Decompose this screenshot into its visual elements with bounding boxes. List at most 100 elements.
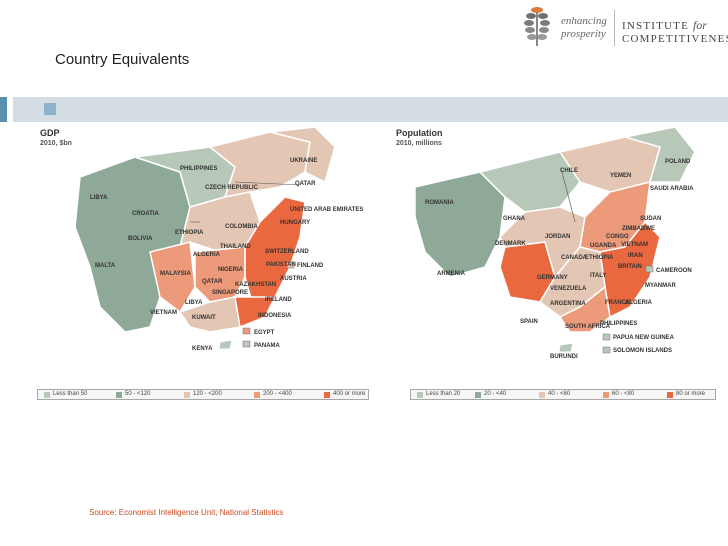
gdp-country-label: SINGAPORE bbox=[212, 290, 248, 296]
gdp-country-label: QATAR bbox=[202, 279, 223, 285]
population-legend-label: 20 - <40 bbox=[484, 391, 507, 397]
population-country-label: FRANCE bbox=[605, 300, 630, 306]
pop-island-hainan bbox=[558, 342, 574, 353]
population-country-label: YEMEN bbox=[610, 173, 631, 179]
gdp-country-label: KUWAIT bbox=[192, 315, 216, 321]
population-country-label: VENEZUELA bbox=[550, 286, 587, 292]
gdp-legend-label: Less than 50 bbox=[53, 391, 88, 397]
population-country-label: ETHIOPIA bbox=[585, 255, 614, 261]
gdp-legend: Less than 50 50 - <120 120 - <200 200 - … bbox=[37, 389, 369, 400]
population-country-label: PHILIPPINES bbox=[600, 321, 637, 327]
population-country-label: VIETNAM bbox=[621, 242, 648, 248]
gdp-country-label: ALGERIA bbox=[193, 252, 221, 258]
population-country-label: CHILE bbox=[560, 168, 578, 174]
population-country-label: SOLOMON ISLANDS bbox=[613, 348, 672, 354]
gdp-country-label: AUSTRIA bbox=[280, 276, 307, 282]
gdp-country-label: PHILIPPINES bbox=[180, 166, 217, 172]
gdp-egypt-box bbox=[242, 327, 251, 335]
gdp-island-hainan bbox=[218, 339, 233, 350]
population-country-label: CAMEROON bbox=[656, 268, 692, 274]
gdp-map: UKRAINE PHILIPPINES QATAR CZECH REPUBLIC LIB… bbox=[74, 127, 363, 352]
population-legend-swatch bbox=[475, 392, 481, 398]
population-country-label: ARGENTINA bbox=[550, 301, 586, 307]
logo-institute-line-1: INSTITUTE for bbox=[622, 18, 707, 33]
gdp-country-label: LIBYA bbox=[90, 195, 108, 201]
gdp-country-label: MALTA bbox=[95, 263, 116, 269]
logo-divider bbox=[614, 10, 615, 46]
pop-solomon-box bbox=[602, 346, 611, 354]
population-country-label: SAUDI ARABIA bbox=[650, 186, 694, 192]
population-country-label: PAPUA NEW GUINEA bbox=[613, 335, 675, 341]
population-legend-label: Less than 20 bbox=[426, 391, 461, 397]
gdp-legend-swatch bbox=[44, 392, 50, 398]
population-country-label: ZIMBABWE bbox=[622, 226, 655, 232]
population-country-label: IRAN bbox=[628, 253, 643, 259]
population-map: POLAND CHILE YEMEN SAUDI ARABIA ROMANIA GHANA… bbox=[414, 127, 696, 360]
population-country-label: CONGO bbox=[606, 234, 629, 240]
population-country-label: MYANMAR bbox=[645, 283, 676, 289]
population-country-label: ARMENIA bbox=[437, 271, 466, 277]
population-country-label: DENMARK bbox=[495, 241, 526, 247]
gdp-map-subtitle: 2010, $bn bbox=[40, 140, 72, 147]
header-band bbox=[0, 97, 728, 122]
gdp-country-label: KAZAKHSTAN bbox=[235, 282, 276, 288]
population-country-label: SUDAN bbox=[640, 216, 661, 222]
population-map-subtitle: 2010, millions bbox=[396, 140, 442, 147]
gdp-legend-label: 120 - <200 bbox=[193, 391, 222, 397]
gdp-country-label: SWITZERLAND bbox=[265, 249, 309, 255]
population-country-label: POLAND bbox=[665, 159, 691, 165]
gdp-legend-swatch bbox=[184, 392, 190, 398]
gdp-country-label: EGYPT bbox=[254, 330, 275, 336]
gdp-country-label: KENYA bbox=[192, 346, 213, 352]
gdp-country-label: MALAYSIA bbox=[160, 271, 191, 277]
gdp-legend-label: 200 - <400 bbox=[263, 391, 292, 397]
gdp-map-title: GDP bbox=[40, 128, 60, 138]
population-legend-swatch bbox=[667, 392, 673, 398]
gdp-country-label: PAKISTAN bbox=[266, 262, 296, 268]
population-map-title: Population bbox=[396, 128, 443, 138]
gdp-country-label: IRELAND bbox=[265, 297, 292, 303]
gdp-legend-label: 50 - <120 bbox=[125, 391, 151, 397]
gdp-region-south-coast bbox=[234, 296, 277, 329]
gdp-legend-swatch bbox=[324, 392, 330, 398]
population-country-label: ROMANIA bbox=[425, 200, 454, 206]
population-country-label: JORDAN bbox=[545, 234, 570, 240]
gdp-legend-swatch bbox=[116, 392, 122, 398]
population-country-label: GHANA bbox=[503, 216, 526, 222]
gdp-country-label: BOLIVIA bbox=[128, 236, 153, 242]
population-country-label: ALGERIA bbox=[625, 300, 653, 306]
gdp-region-north-east bbox=[269, 127, 336, 184]
gdp-country-label: CZECH REPUBLIC bbox=[205, 185, 259, 191]
population-country-label: ITALY bbox=[590, 273, 606, 279]
pop-cameroon-box bbox=[645, 265, 654, 273]
population-country-label: SPAIN bbox=[520, 319, 538, 325]
logo-institute-word: INSTITUTE bbox=[622, 20, 690, 32]
institute-logo: enhancing prosperity INSTITUTE for COMPE… bbox=[519, 4, 728, 52]
logo-tagline-1: enhancing bbox=[561, 15, 607, 27]
pop-region-west bbox=[414, 171, 506, 278]
pop-papua-box bbox=[602, 333, 611, 341]
gdp-country-label: COLOMBIA bbox=[225, 224, 258, 230]
gdp-region-south-west bbox=[149, 241, 196, 314]
logo-institute-line-2: COMPETITIVENESS bbox=[622, 33, 728, 45]
pop-region-north-east bbox=[624, 127, 696, 183]
gdp-country-label: FINLAND bbox=[297, 263, 324, 269]
gdp-finland-box bbox=[286, 261, 295, 269]
logo-for-word: for bbox=[692, 18, 707, 32]
header-band-gap bbox=[7, 97, 13, 122]
population-legend-label: 40 - <60 bbox=[548, 391, 571, 397]
population-country-label: UGANDA bbox=[590, 243, 617, 249]
gdp-country-label: PANAMA bbox=[254, 343, 281, 349]
pop-region-south-coast bbox=[558, 285, 611, 333]
slide-title: Country Equivalents bbox=[55, 51, 190, 68]
gdp-country-label: NIGERIA bbox=[218, 267, 244, 273]
population-legend-swatch bbox=[603, 392, 609, 398]
wheat-logo-icon bbox=[524, 7, 550, 46]
gdp-country-label: CROATIA bbox=[132, 211, 160, 217]
population-country-label: GERMANY bbox=[537, 275, 568, 281]
gdp-country-label: UNITED ARAB EMIRATES bbox=[290, 207, 363, 213]
population-legend-swatch bbox=[417, 392, 423, 398]
gdp-country-label: ETHIOPIA bbox=[175, 230, 204, 236]
population-legend-label: 60 - <80 bbox=[612, 391, 635, 397]
population-legend-swatch bbox=[539, 392, 545, 398]
